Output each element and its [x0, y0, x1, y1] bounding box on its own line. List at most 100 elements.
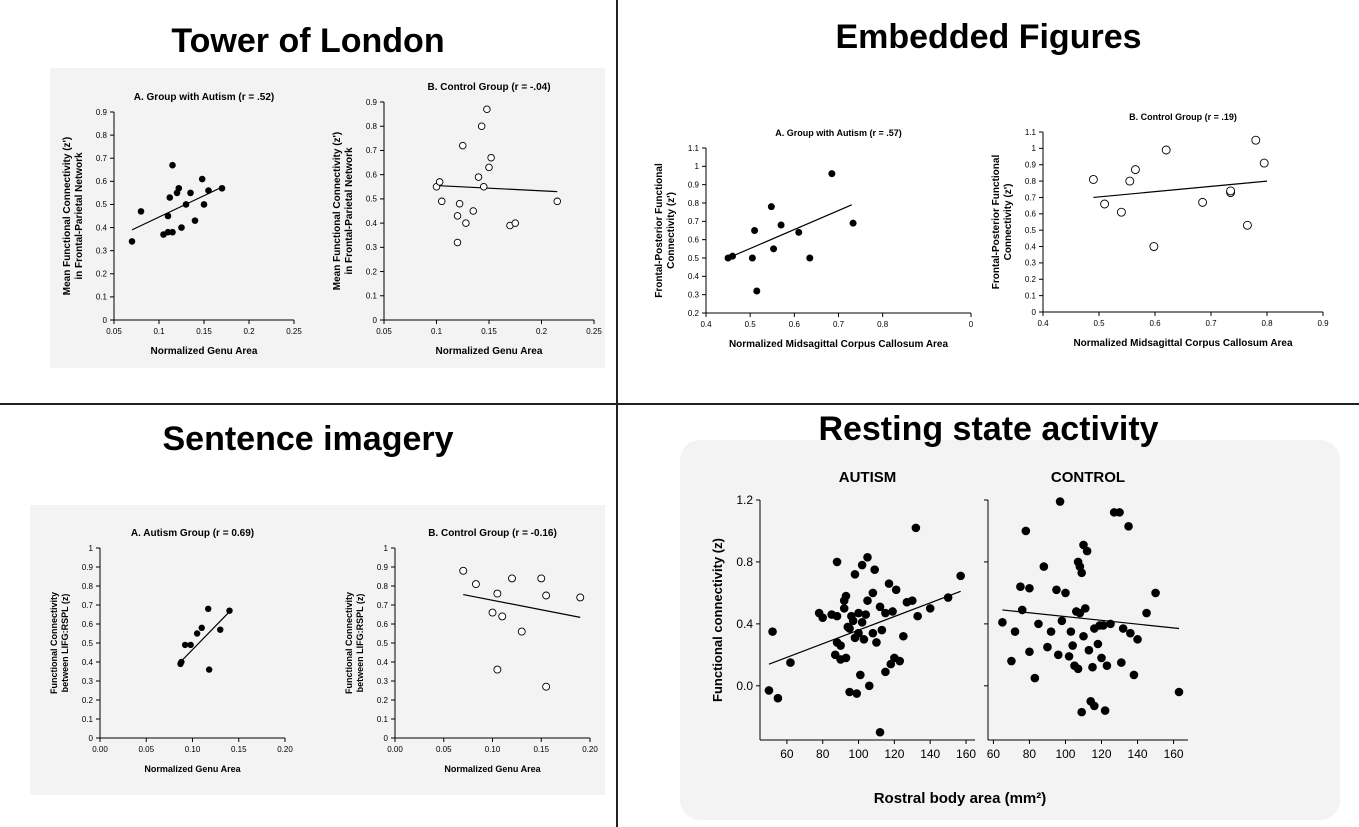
x-axis-label: Normalized Genu Area: [444, 764, 541, 774]
data-point: [863, 552, 872, 562]
data-point: [841, 653, 851, 663]
data-point: [767, 203, 775, 211]
data-point: [1073, 664, 1083, 674]
x-tick-label: 0.05: [106, 327, 122, 336]
data-point: [881, 667, 890, 677]
data-point: [1100, 706, 1110, 715]
chart-title: B. Control Group (r = -.04): [427, 82, 550, 93]
data-point: [198, 175, 206, 183]
data-point: [187, 641, 194, 649]
y-axis-label: Mean Functional Connectivity (z')in Fron…: [332, 132, 355, 291]
x-tick-label: 60: [987, 747, 1001, 761]
data-point: [877, 625, 887, 635]
y-tick-label: 0.6: [688, 235, 700, 244]
y-axis-label-line: Connectivity (z'): [666, 192, 677, 269]
y-tick-label: 0.9: [688, 180, 700, 189]
y-tick-label: 0.4: [377, 658, 389, 667]
sentence-autism-chart: A. Autism Group (r = 0.69) 0.00 0.05 0.10 0.…: [38, 510, 298, 780]
data-point: [998, 618, 1007, 627]
data-point: [1129, 670, 1139, 680]
data-point: [1068, 641, 1077, 650]
y-axis-label: Frontal-Posterior FunctionalConnectivity…: [991, 155, 1014, 290]
x-tick-label: 0.20: [582, 745, 598, 754]
y-tick-label: 0.6: [96, 177, 108, 186]
tower-autism-chart: A. Group with Autism (r = .52) 0.05 0.1 0.1…: [42, 82, 302, 382]
y-tick-label: 0.2: [688, 309, 700, 318]
tower-plot-background: [50, 68, 605, 368]
embedded-figures-title: Embedded Figures: [835, 18, 1142, 56]
x-tick-label: 100: [849, 747, 869, 761]
data-point: [1130, 165, 1140, 175]
data-point: [1149, 242, 1159, 251]
chart-svg: AUTISM 60 80 100 120 140 160 0.0 0.4 0.8 1.2 Functi…: [710, 469, 976, 761]
y-tick-label: 0.5: [96, 200, 108, 209]
data-point: [849, 219, 857, 227]
data-point: [1106, 619, 1115, 629]
data-point: [1125, 176, 1135, 186]
data-point: [487, 153, 495, 162]
data-point: [483, 105, 491, 114]
data-point: [861, 610, 871, 619]
y-tick-label: 0.7: [1025, 193, 1037, 202]
data-point: [1084, 645, 1094, 655]
x-tick-label: 120: [1091, 747, 1111, 761]
chart-title: B. Control Group (r = .19): [1129, 112, 1237, 122]
data-point: [437, 197, 446, 206]
y-tick-label: 0.1: [377, 715, 389, 724]
y-axis-label: Functional Connectivitybetween LIFG:RSPL…: [344, 592, 365, 694]
data-point: [875, 602, 885, 612]
data-point: [164, 212, 172, 220]
x-tick-label: 0.7: [833, 320, 845, 329]
resting-shared-xlabel: Rostral body area (mm²): [873, 790, 1047, 807]
data-point: [925, 604, 935, 613]
data-point: [1115, 508, 1124, 517]
data-point: [841, 591, 851, 601]
y-tick-label: 0.3: [96, 246, 108, 255]
y-axis-label-line: Frontal-Posterior Functional: [991, 155, 1002, 290]
tower-control-chart: B. Control Group (r = -.04) 0.05 0.1 0.15 0.…: [332, 72, 606, 382]
data-point: [1116, 207, 1126, 217]
data-point: [576, 593, 585, 602]
y-tick-label: 0.3: [1025, 259, 1037, 268]
x-tick-label: 80: [1023, 747, 1037, 761]
data-point: [462, 219, 470, 227]
x-tick-label: 0.5: [1093, 319, 1105, 328]
y-tick-label: 0.0: [736, 679, 753, 693]
data-point: [1016, 582, 1025, 592]
y-axis-label-line: between LIFG:RSPL (z): [60, 594, 70, 693]
y-tick-label: 0.5: [366, 195, 378, 204]
x-axis-label: Normalized Midsagittal Corpus Callosum A…: [1073, 338, 1293, 349]
y-tick-label: 0.7: [688, 217, 700, 226]
data-point: [1226, 186, 1236, 196]
chart-svg: B. Control Group (r = -0.16)0.00 0.05 0.10…: [344, 528, 598, 774]
chart-title: B. Control Group (r = -0.16): [428, 528, 557, 539]
data-point: [913, 611, 922, 621]
y-tick-label: 0.1: [366, 292, 378, 301]
data-point: [848, 616, 858, 626]
y-tick-label: 0: [373, 316, 378, 325]
y-tick-label: 0.7: [82, 601, 94, 610]
x-tick-label: 0.15: [196, 327, 212, 336]
data-point: [471, 580, 480, 589]
x-tick-label: 0.6: [789, 320, 801, 329]
y-axis-label: Functional Connectivitybetween LIFG:RSPL…: [49, 592, 70, 694]
data-point: [175, 184, 183, 192]
data-point: [907, 596, 917, 605]
data-point: [1161, 145, 1171, 155]
y-tick-label: 0.4: [736, 617, 753, 631]
y-tick-label: 1: [89, 544, 94, 553]
x-tick-label: 140: [1128, 747, 1148, 761]
y-tick-label: 0.6: [82, 620, 94, 629]
y-tick-label: 0: [384, 734, 389, 743]
y-axis-label-line: Mean Functional Connectivity (z'): [332, 132, 343, 291]
data-point: [1198, 197, 1208, 207]
data-point: [1025, 647, 1034, 657]
data-point: [488, 608, 497, 617]
data-point: [187, 189, 194, 197]
embedded-control-chart: B. Control Group (r = .19) 0.4 0.5 0.6 0.7 0.…: [985, 72, 1345, 362]
x-tick-label: 0.1: [431, 327, 443, 336]
y-tick-label: 0.9: [1025, 161, 1037, 170]
data-point: [751, 227, 759, 234]
chart-title: AUTISM: [839, 469, 897, 486]
x-tick-label: 160: [956, 747, 976, 761]
